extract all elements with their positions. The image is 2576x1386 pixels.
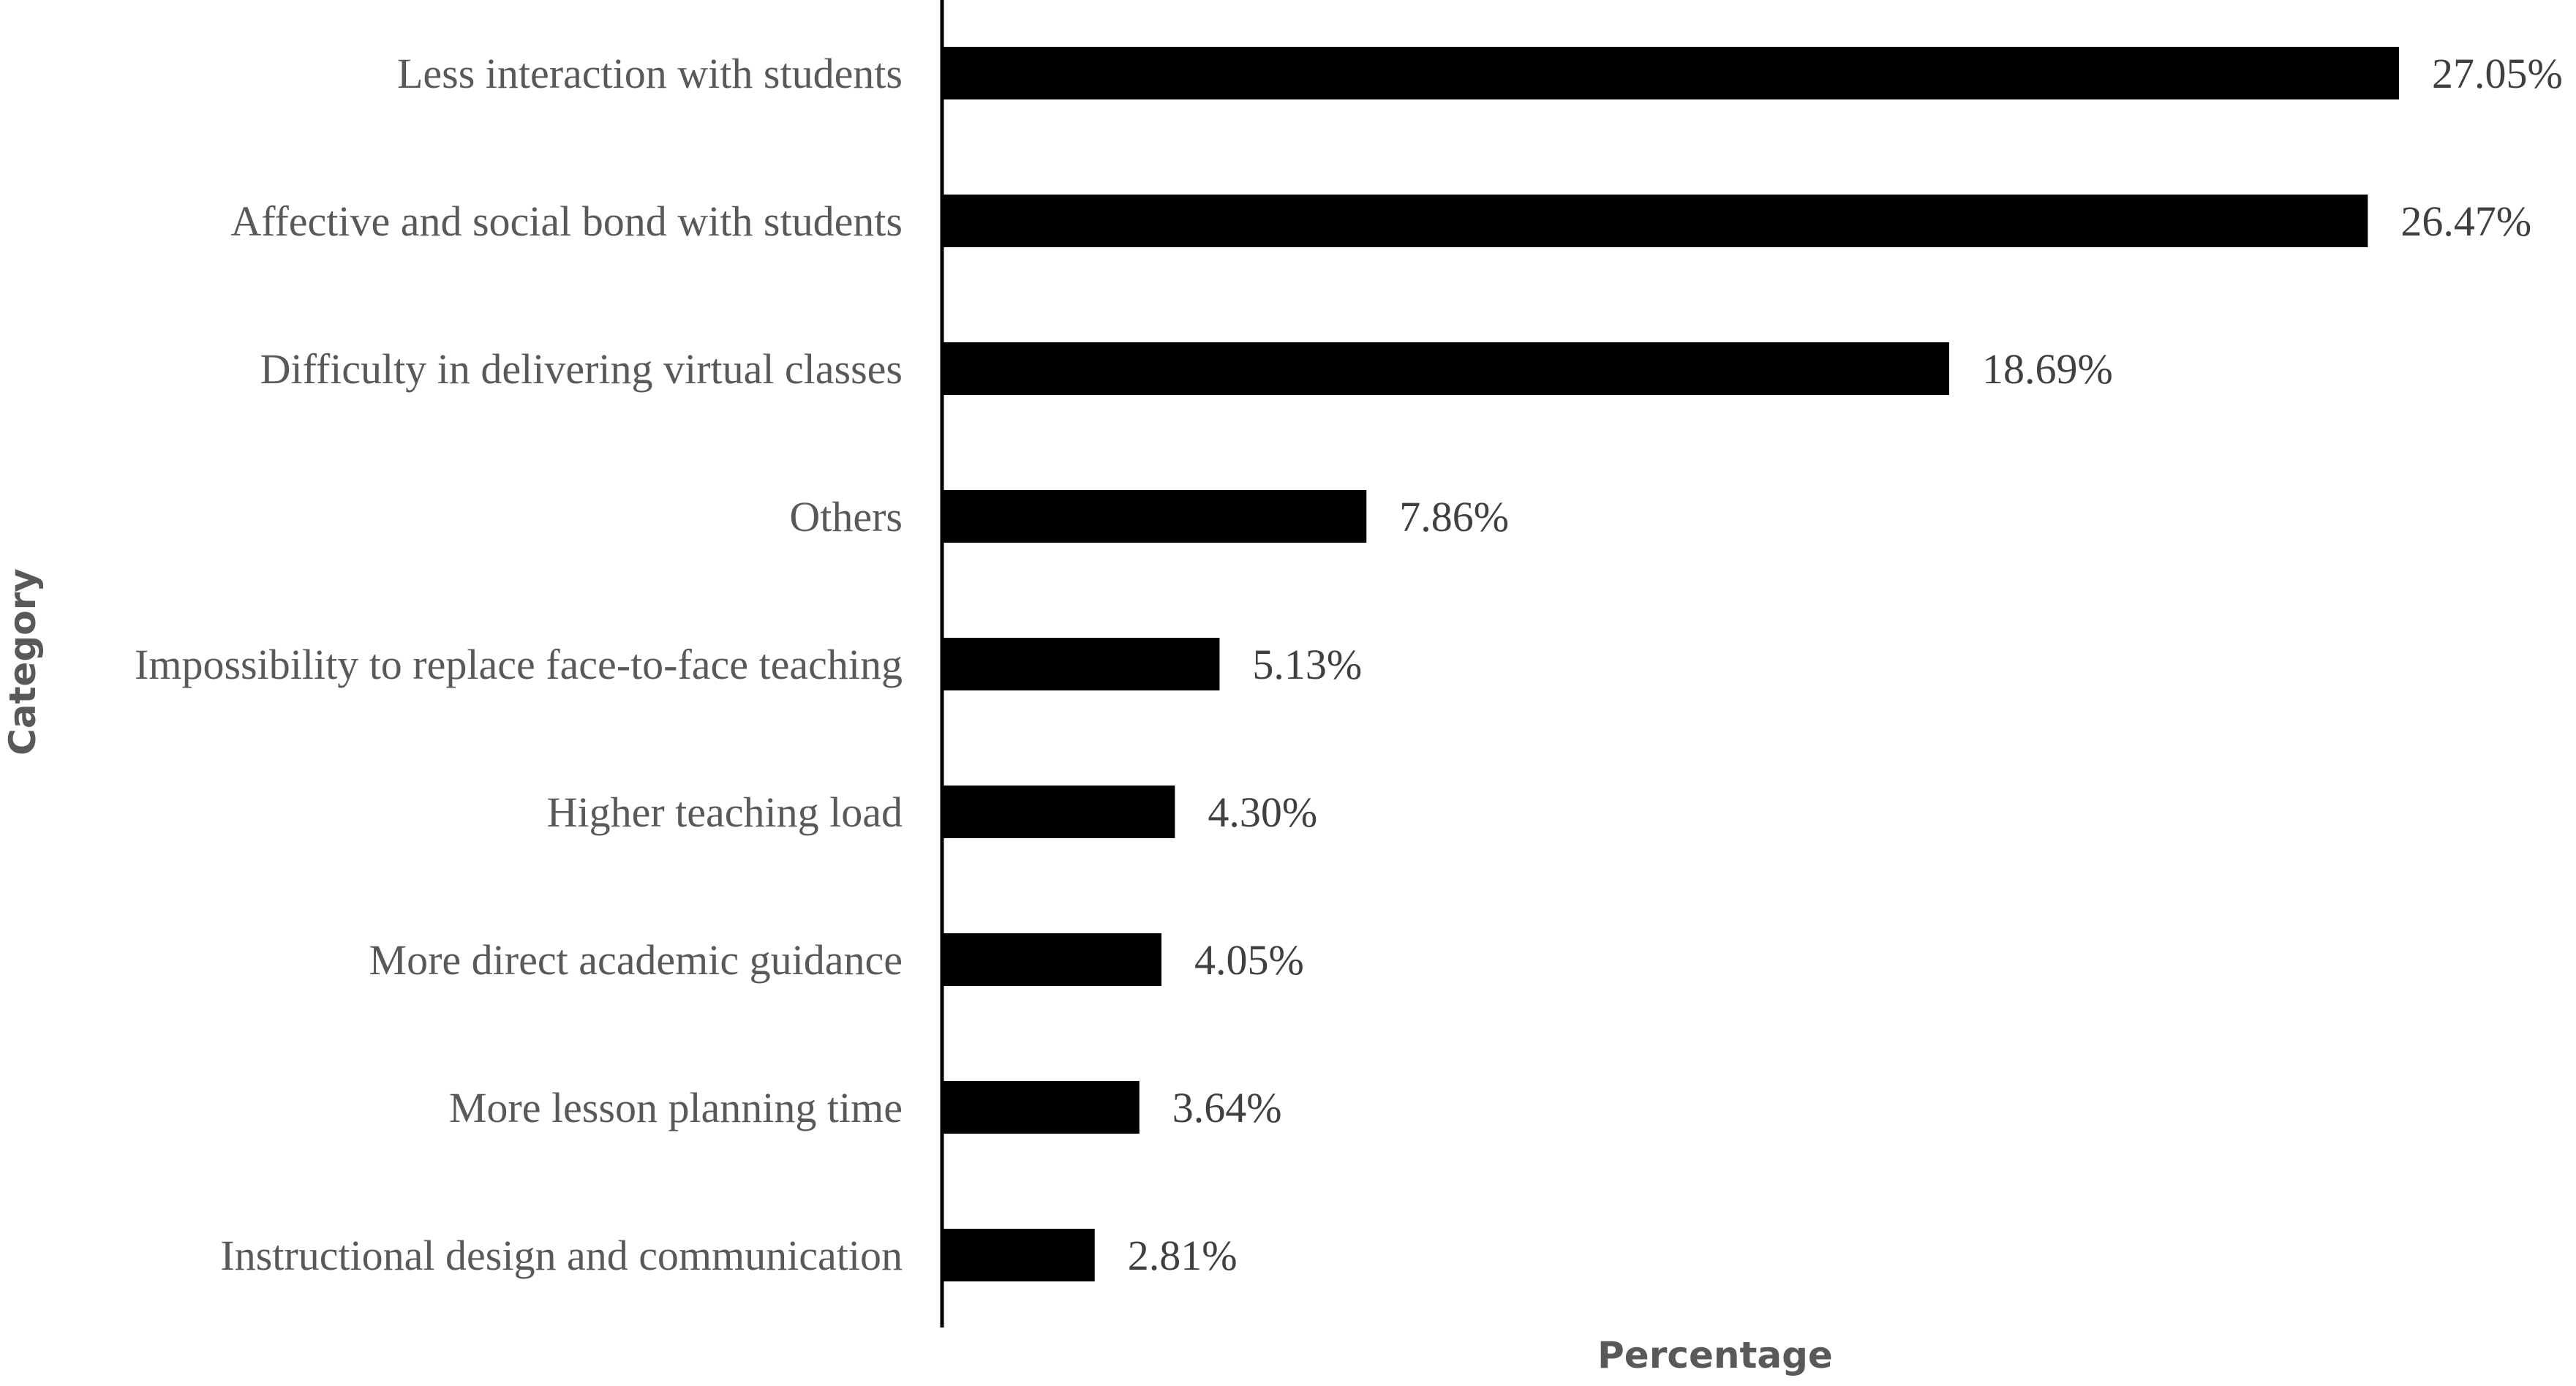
category-label: Others xyxy=(789,493,903,541)
category-label: More direct academic guidance xyxy=(369,936,903,984)
bar xyxy=(944,1229,1095,1281)
bar xyxy=(944,342,1949,395)
bar xyxy=(944,933,1161,986)
category-labels-group: Less interaction with students Affective … xyxy=(135,50,903,1279)
value-labels-group: 27.05% 26.47% 18.69% 7.86% 5.13% 4.30% 4.05% 3.… xyxy=(1128,50,2563,1279)
bar xyxy=(944,490,1367,543)
category-label: More lesson planning time xyxy=(449,1084,903,1131)
bar xyxy=(944,47,2399,99)
bar xyxy=(944,195,2368,247)
bar xyxy=(944,638,1220,690)
x-axis-title: Percentage xyxy=(1597,1334,1833,1376)
bar xyxy=(944,786,1175,838)
category-label: Higher teaching load xyxy=(547,788,903,836)
value-label: 27.05% xyxy=(2432,50,2563,97)
bars-group xyxy=(944,47,2399,1281)
value-label: 2.81% xyxy=(1128,1232,1238,1279)
value-label: 18.69% xyxy=(1982,345,2113,393)
value-label: 4.30% xyxy=(1208,788,1317,836)
category-label: Less interaction with students xyxy=(397,50,903,97)
category-label: Affective and social bond with students xyxy=(230,197,903,245)
value-label: 5.13% xyxy=(1252,641,1362,688)
category-label: Difficulty in delivering virtual classes xyxy=(260,345,903,393)
category-label: Instructional design and communication xyxy=(220,1232,903,1279)
value-label: 3.64% xyxy=(1172,1084,1282,1131)
value-label: 7.86% xyxy=(1399,493,1509,541)
y-axis-title: Category xyxy=(1,568,44,756)
category-label: Impossibility to replace face-to-face te… xyxy=(135,641,903,688)
value-label: 26.47% xyxy=(2400,197,2531,245)
bar xyxy=(944,1081,1140,1134)
value-label: 4.05% xyxy=(1194,936,1304,984)
